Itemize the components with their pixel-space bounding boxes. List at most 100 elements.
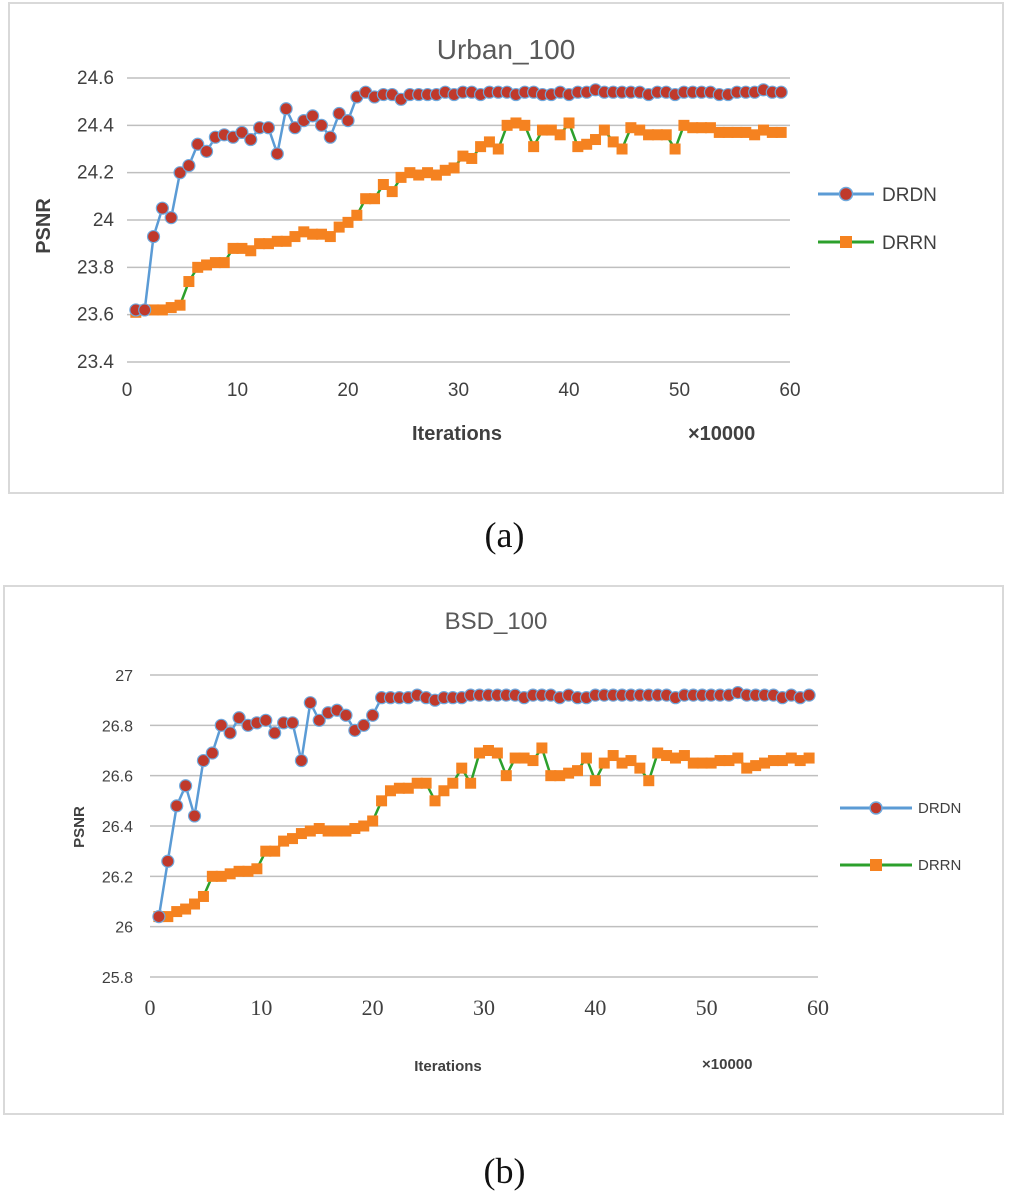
point-drrn — [262, 238, 274, 250]
series-line-drrn — [158, 745, 810, 918]
point-drrn — [509, 752, 521, 764]
point-drrn — [714, 755, 726, 767]
point-drrn — [342, 216, 354, 228]
point-drdn — [170, 799, 184, 813]
point-drrn — [315, 228, 327, 240]
point-drrn — [224, 868, 236, 880]
point-drrn — [438, 785, 450, 797]
chart-panel-urban100: Urban_100 23.4 23.6 23.8 24 24.2 24.4 24.6 0 10… — [8, 2, 1004, 494]
point-drdn — [161, 854, 175, 868]
point-drdn — [214, 718, 228, 732]
y-tick-label: 26.4 — [102, 819, 133, 836]
point-drdn — [173, 166, 187, 180]
point-drrn — [634, 124, 646, 136]
point-drrn — [536, 742, 548, 754]
point-drrn — [322, 825, 334, 837]
y-tick-labels: 23.4 23.6 23.8 24 24.2 24.4 24.6 — [77, 68, 114, 373]
point-drrn — [518, 752, 530, 764]
point-drrn — [404, 167, 416, 179]
point-drdn — [270, 147, 284, 161]
point-drrn — [723, 755, 735, 767]
point-drdn — [314, 118, 329, 132]
chart-bsd100-svg: BSD_100 25.8 26 26.2 26.4 26.6 26.8 27 0 10 20 30… — [71, 608, 961, 1075]
x-tick-label: 10 — [250, 995, 272, 1020]
point-drrn — [510, 117, 522, 129]
grid-lines — [127, 77, 790, 363]
y-tick-label: 24.6 — [77, 68, 114, 89]
point-drrn — [598, 757, 610, 769]
point-drrn — [678, 119, 690, 131]
legend-marker-drdn — [838, 186, 854, 202]
point-drrn — [402, 782, 414, 794]
point-drrn — [589, 775, 601, 787]
point-drdn — [261, 121, 276, 135]
x-axis-title: Iterations — [414, 1058, 482, 1075]
point-drrn — [192, 261, 204, 273]
caption-a: (a) — [484, 515, 525, 555]
point-drrn — [386, 186, 398, 198]
point-drrn — [696, 122, 708, 134]
x-tick-label: 0 — [122, 380, 133, 401]
point-drrn — [287, 833, 299, 845]
point-drdn — [182, 158, 196, 173]
point-drrn — [616, 143, 628, 155]
point-drrn — [377, 179, 389, 190]
point-drdn — [366, 708, 380, 722]
x-tick-label: 0 — [145, 995, 156, 1020]
point-drdn — [244, 132, 258, 147]
point-drrn — [269, 845, 281, 857]
chart-title: Urban_100 — [437, 34, 576, 65]
point-drrn — [448, 162, 460, 174]
x-tick-label: 10 — [227, 380, 248, 401]
point-drdn — [179, 779, 193, 793]
point-drrn — [295, 828, 307, 840]
point-drrn — [687, 757, 699, 769]
point-drrn — [367, 815, 379, 827]
y-tick-label: 25.8 — [102, 970, 133, 987]
point-drrn — [750, 760, 762, 772]
point-drrn — [563, 767, 575, 779]
point-drdn — [357, 718, 371, 732]
point-drdn — [341, 113, 355, 128]
point-drdn — [196, 753, 211, 768]
point-drrn — [607, 750, 619, 762]
point-drrn — [245, 245, 257, 257]
point-drrn — [696, 757, 708, 769]
point-drrn — [545, 770, 557, 782]
point-drdn — [306, 109, 320, 123]
point-drrn — [156, 304, 168, 316]
point-drrn — [580, 752, 592, 764]
point-drrn — [271, 235, 283, 247]
point-drdn — [285, 716, 300, 730]
point-drrn — [482, 745, 494, 756]
point-drrn — [466, 152, 478, 164]
point-drdn — [152, 910, 166, 924]
point-drrn — [254, 238, 266, 250]
point-drrn — [554, 770, 566, 782]
point-drrn — [183, 276, 195, 288]
series-group — [152, 686, 816, 924]
x-axis-title: Iterations — [412, 423, 502, 445]
x-multiplier-label: ×10000 — [702, 1056, 752, 1073]
point-drrn — [749, 129, 761, 141]
point-drdn — [187, 809, 202, 823]
point-drrn — [393, 782, 405, 794]
point-drrn — [722, 126, 734, 138]
point-drrn — [554, 129, 566, 141]
x-tick-label: 40 — [558, 380, 579, 401]
point-drrn — [766, 126, 778, 138]
point-drrn — [536, 124, 548, 136]
point-drrn — [439, 164, 451, 176]
point-drrn — [349, 823, 361, 835]
point-drrn — [251, 863, 263, 875]
series-group — [129, 83, 788, 318]
point-drrn — [384, 785, 396, 797]
point-drrn — [209, 257, 221, 269]
point-drrn — [197, 890, 209, 902]
chart-panel-bsd100: BSD_100 25.8 26 26.2 26.4 26.6 26.8 27 0 10 20 30… — [3, 585, 1004, 1115]
y-axis-title: PSNR — [71, 806, 88, 848]
point-drrn — [652, 747, 664, 759]
point-drrn — [395, 171, 407, 183]
point-drrn — [563, 117, 575, 129]
legend-label-drdn: DRDN — [882, 185, 937, 206]
